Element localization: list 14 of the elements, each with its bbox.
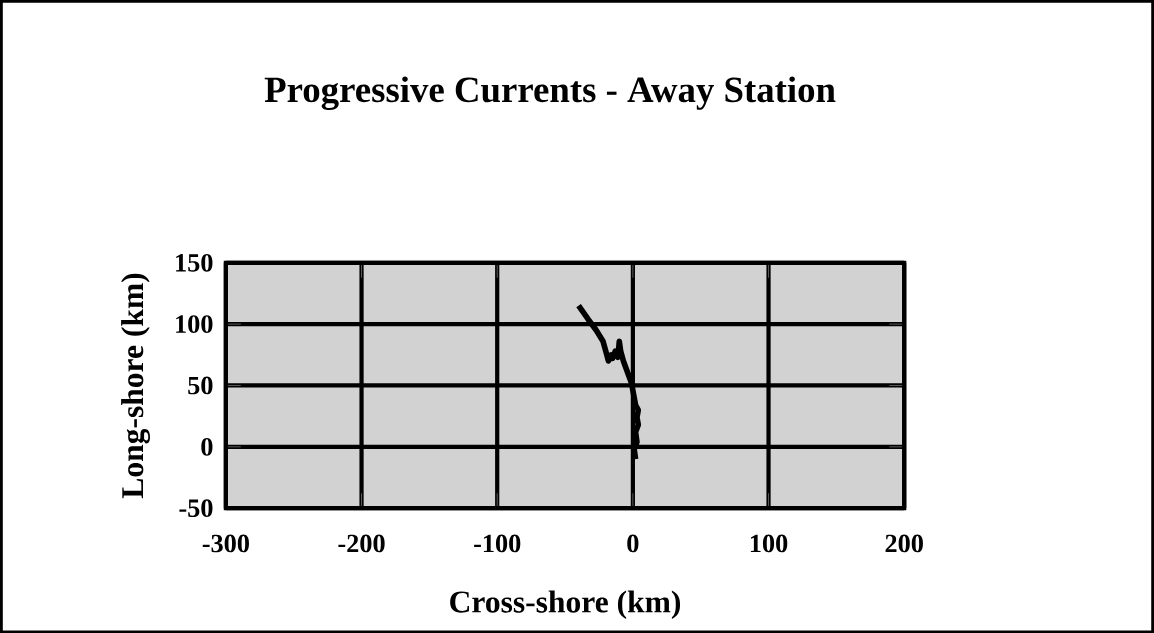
y-tick-label: 100 [176, 315, 213, 333]
chart-title: Progressive Currents - Away Station [264, 76, 836, 110]
y-tick-label: 0 [201, 437, 213, 456]
x-tick-label: -300 [202, 534, 249, 553]
x-tick-label: -100 [474, 534, 521, 553]
x-tick-label: 100 [750, 534, 788, 553]
y-tick-label: 50 [188, 376, 213, 395]
x-tick-label: -200 [338, 534, 385, 553]
y-axis-title: Long-shore (km) [121, 273, 150, 499]
x-tick-label: 0 [627, 534, 639, 553]
y-tick-label: -50 [179, 499, 213, 517]
x-axis-title: Cross-shore (km) [450, 590, 681, 619]
x-tick-label: 200 [885, 534, 923, 553]
y-tick-label: 150 [176, 253, 213, 272]
